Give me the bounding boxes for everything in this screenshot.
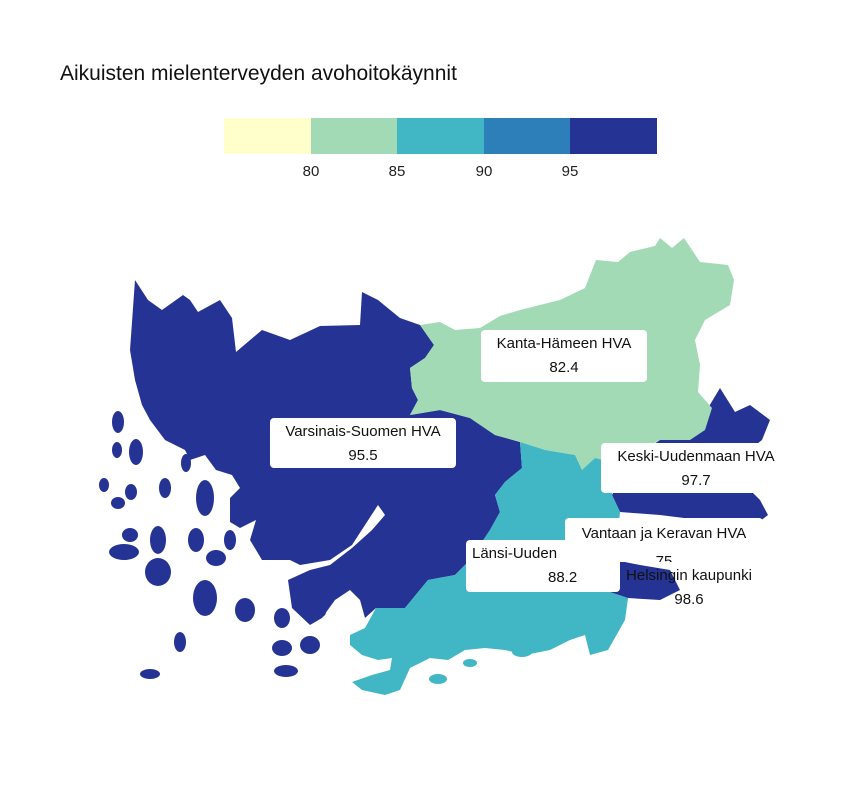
legend-swatch-1: [224, 118, 311, 154]
archipelago-islands: [99, 411, 326, 679]
label-keski-uusimaa-name: Keski-Uudenmaan HVA: [617, 448, 775, 465]
legend-swatch-3: [397, 118, 484, 154]
legend-swatch-5: [570, 118, 657, 154]
label-vantaa-kerava-name: Vantaan ja Keravan HVA: [581, 525, 747, 542]
label-lansi-uusimaa-value: 88.2: [548, 569, 578, 586]
color-legend: [224, 118, 657, 154]
legend-swatch-4: [483, 118, 571, 154]
legend-tick-90: 90: [475, 163, 493, 180]
label-keski-uusimaa: Keski-Uudenmaan HVA 97.7: [601, 443, 791, 493]
label-helsinki-value: 98.6: [674, 591, 704, 608]
label-lansi-uusimaa-name: Länsi-Uuden: [472, 545, 558, 562]
label-varsinais-suomi-value: 95.5: [348, 447, 378, 464]
coastal-islands: [429, 647, 532, 684]
legend-swatch-2: [310, 118, 398, 154]
label-varsinais-suomi-name: Varsinais-Suomen HVA: [285, 423, 441, 440]
label-lansi-uusimaa: Länsi-Uuden 88.2: [466, 540, 620, 592]
label-helsinki: Helsingin kaupunki 98.6: [608, 562, 770, 612]
label-keski-uusimaa-value: 97.7: [681, 472, 711, 489]
legend-tick-85: 85: [388, 163, 406, 180]
legend-tick-80: 80: [302, 163, 320, 180]
label-vantaa-kerava-value: 75: [655, 553, 673, 562]
legend-tick-95: 95: [561, 163, 579, 180]
map-title: Aikuisten mielenterveyden avohoitokäynni…: [60, 62, 457, 85]
label-kanta-hame: Kanta-Hämeen HVA 82.4: [481, 330, 647, 382]
label-varsinais-suomi: Varsinais-Suomen HVA 95.5: [270, 418, 456, 468]
label-helsinki-name: Helsingin kaupunki: [626, 567, 752, 584]
label-kanta-hame-name: Kanta-Hämeen HVA: [496, 335, 632, 352]
region-helsinki[interactable]: [610, 560, 680, 600]
label-vantaa-kerava: Vantaan ja Keravan HVA 75: [565, 518, 763, 562]
label-kanta-hame-value: 82.4: [549, 359, 579, 376]
